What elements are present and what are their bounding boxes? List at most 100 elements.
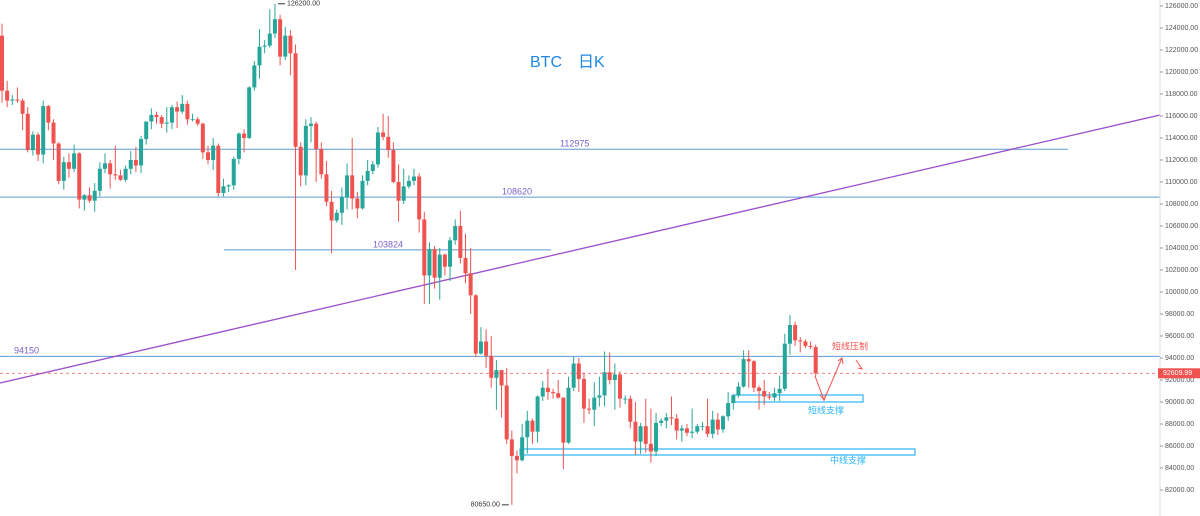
candle-body	[25, 113, 30, 151]
candle-body	[406, 180, 411, 187]
annotation: 短线压制	[832, 340, 868, 351]
candle-body	[283, 35, 288, 57]
candle-body	[293, 53, 298, 147]
candle-body	[51, 122, 56, 144]
candle-body	[365, 170, 370, 181]
y-tick-label: 122000.00	[1165, 47, 1198, 54]
chart-subtitle: 日K	[578, 54, 605, 71]
candle-body	[242, 133, 247, 138]
candle-body	[715, 419, 720, 430]
candle-body	[746, 359, 751, 362]
candle-body	[422, 219, 427, 276]
level-label: 108620	[502, 187, 532, 197]
candle-body	[61, 162, 66, 181]
candle-body	[10, 99, 15, 101]
candle-body	[267, 33, 272, 46]
candle-body	[159, 117, 164, 124]
candle-body	[669, 417, 674, 419]
candle-body	[334, 212, 339, 221]
candle-body	[633, 421, 638, 442]
annotation: 短线支撑	[808, 404, 844, 415]
candle-body	[319, 148, 324, 175]
candle-body	[82, 195, 87, 200]
candle-body	[231, 158, 236, 186]
low-label: 80650.00	[471, 502, 500, 509]
candle-body	[175, 107, 180, 112]
candle-body	[566, 387, 571, 443]
candle-body	[813, 346, 818, 374]
current-price-label: 92609.99	[1163, 370, 1192, 377]
candle-body	[695, 426, 700, 432]
candle-body	[339, 197, 344, 213]
candle-body	[731, 395, 736, 404]
candle-body	[777, 388, 782, 394]
annotation: 中线支撑	[830, 454, 866, 465]
y-tick-label: 98000.00	[1165, 311, 1194, 318]
candle-body	[463, 257, 468, 274]
candle-body	[309, 123, 313, 126]
candle-body	[545, 387, 550, 393]
candle-body	[803, 341, 808, 346]
candle-body	[607, 372, 612, 380]
candle-body	[540, 387, 545, 397]
candle-body	[412, 176, 416, 181]
y-tick-label: 102000.00	[1165, 267, 1198, 274]
candle-body	[144, 121, 149, 140]
candle-body	[345, 175, 350, 198]
candle-body	[787, 324, 792, 344]
candle-body	[154, 114, 159, 118]
candle-body	[679, 428, 684, 431]
candle-body	[623, 398, 628, 400]
candle-body	[257, 46, 262, 66]
candle-body	[298, 146, 303, 176]
mid-support-zone	[519, 448, 916, 456]
candle-body	[375, 132, 380, 165]
y-tick-label: 110000.00	[1165, 179, 1198, 186]
level-label: 112975	[560, 139, 589, 149]
candle-body	[46, 106, 51, 123]
candle-body	[206, 152, 210, 160]
candle-body	[329, 201, 334, 221]
high-label: 126200.00	[287, 1, 320, 8]
y-tick-label: 104000.00	[1165, 245, 1198, 252]
candle-body	[499, 370, 504, 386]
candle-body	[442, 254, 447, 267]
candle-body	[576, 363, 581, 379]
candle-body	[612, 374, 617, 380]
candle-body	[587, 408, 592, 410]
current-price-box	[1158, 368, 1200, 379]
y-tick-label: 100000.00	[1165, 289, 1198, 296]
level-label: 94150	[14, 346, 39, 356]
candle-body	[401, 186, 406, 201]
candle-body	[103, 163, 107, 169]
candle-body	[108, 163, 113, 175]
candle-body	[386, 136, 391, 151]
candle-body	[751, 361, 756, 388]
candle-body	[736, 386, 741, 396]
candle-body	[597, 395, 602, 398]
y-tick-label: 108000.00	[1165, 201, 1198, 208]
candle-body	[41, 106, 46, 155]
candle-body	[638, 426, 643, 442]
candle-body	[355, 198, 360, 209]
candle-body	[391, 150, 396, 182]
candle-body	[581, 378, 586, 409]
y-tick-label: 86000.00	[1165, 443, 1194, 450]
candle-body	[169, 107, 174, 123]
candle-body	[123, 168, 128, 180]
candle-body	[551, 392, 556, 394]
candle-body	[592, 397, 597, 410]
candle-body	[767, 396, 772, 398]
candle-body	[200, 123, 205, 153]
trend-line	[0, 114, 1161, 384]
candle-body	[504, 385, 509, 440]
y-tick-label: 112000.00	[1165, 157, 1198, 164]
candle-body	[432, 249, 437, 278]
candle-body	[602, 372, 607, 396]
candle-body	[710, 419, 715, 434]
y-tick-label: 88000.00	[1165, 421, 1194, 428]
candle-body	[30, 134, 35, 151]
candle-body	[726, 403, 731, 417]
